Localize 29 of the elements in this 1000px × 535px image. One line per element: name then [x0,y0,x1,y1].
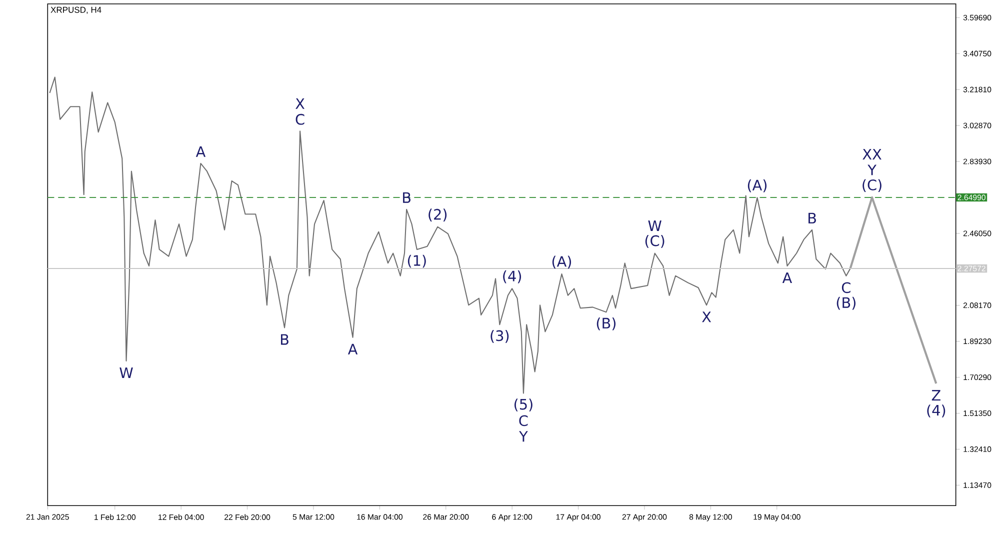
annotation: A [348,344,358,354]
annotation: B [808,212,816,224]
annotation: (A) [748,179,767,192]
annotation: (4) [927,404,946,418]
annotation: A [196,146,206,157]
annotation: W [648,220,662,231]
annotation: (1) [408,254,426,268]
annotation: C [519,415,528,426]
annotation: Y [519,431,528,442]
annotation: (B) [836,296,856,310]
chart-title: XRPUSD, H4 [50,6,102,14]
annotation: C [296,114,304,125]
annotation: X [702,312,712,322]
annotation: (C) [645,235,664,248]
annotation: W [120,367,133,378]
annotation: (3) [490,330,509,343]
annotation: A [782,272,792,283]
annotation: C [842,282,850,294]
annotation: XX [862,148,882,160]
annotation: (5) [514,398,532,412]
annotation: (A) [552,256,572,269]
annotation: (B) [596,317,616,330]
annotation: (4) [503,270,522,284]
annotation: Y [868,164,876,176]
annotation: Z [932,390,940,401]
annotation: (2) [428,208,447,222]
annotation: (C) [862,179,882,192]
annotation: X [296,98,304,109]
annotation: B [280,334,288,345]
